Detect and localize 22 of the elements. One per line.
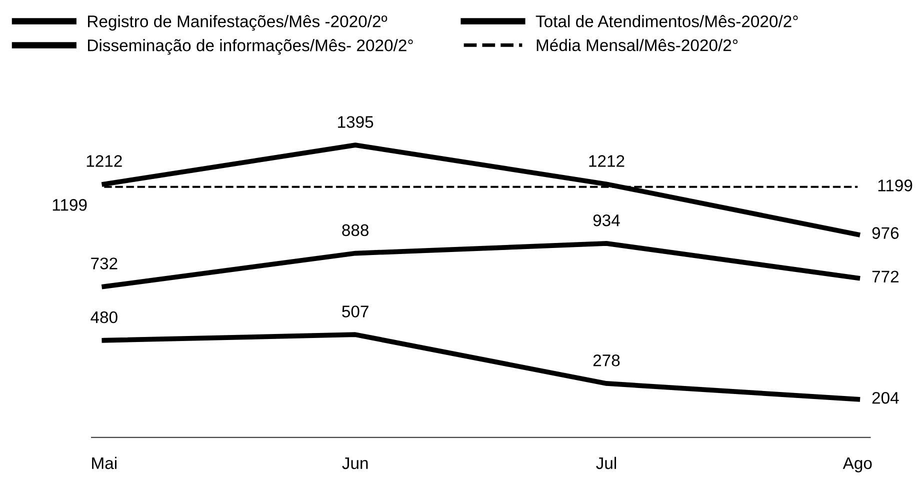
data-label: 1395: [338, 116, 374, 128]
data-label: 1199: [878, 180, 912, 192]
data-label: 934: [593, 214, 620, 226]
data-label: 1212: [589, 155, 624, 167]
data-label: 1212: [86, 155, 122, 167]
legend-label: Registro de Manifestações/Mês -2020/2º: [88, 15, 388, 31]
data-label: 278: [593, 354, 620, 366]
data-label: 888: [342, 224, 368, 236]
data-label: 507: [342, 306, 368, 318]
data-label: 204: [872, 392, 899, 404]
data-label: 976: [872, 227, 899, 239]
data-label: 772: [872, 270, 898, 282]
x-tick-label: Mai: [92, 456, 116, 470]
data-label: 480: [90, 311, 118, 324]
x-tick-label: Jun: [342, 457, 368, 470]
legend-label: Disseminação de informações/Mês- 2020/2°: [88, 38, 413, 55]
legend-label: Total de Atendimentos/Mês-2020/2°: [536, 15, 798, 28]
x-tick-label: Ago: [842, 457, 872, 472]
data-label: 1199: [52, 199, 87, 211]
x-tick-label: Jul: [596, 456, 616, 470]
data-label: 732: [91, 258, 118, 270]
legend-label: Média Mensal/Mês-2020/2°: [536, 38, 738, 52]
